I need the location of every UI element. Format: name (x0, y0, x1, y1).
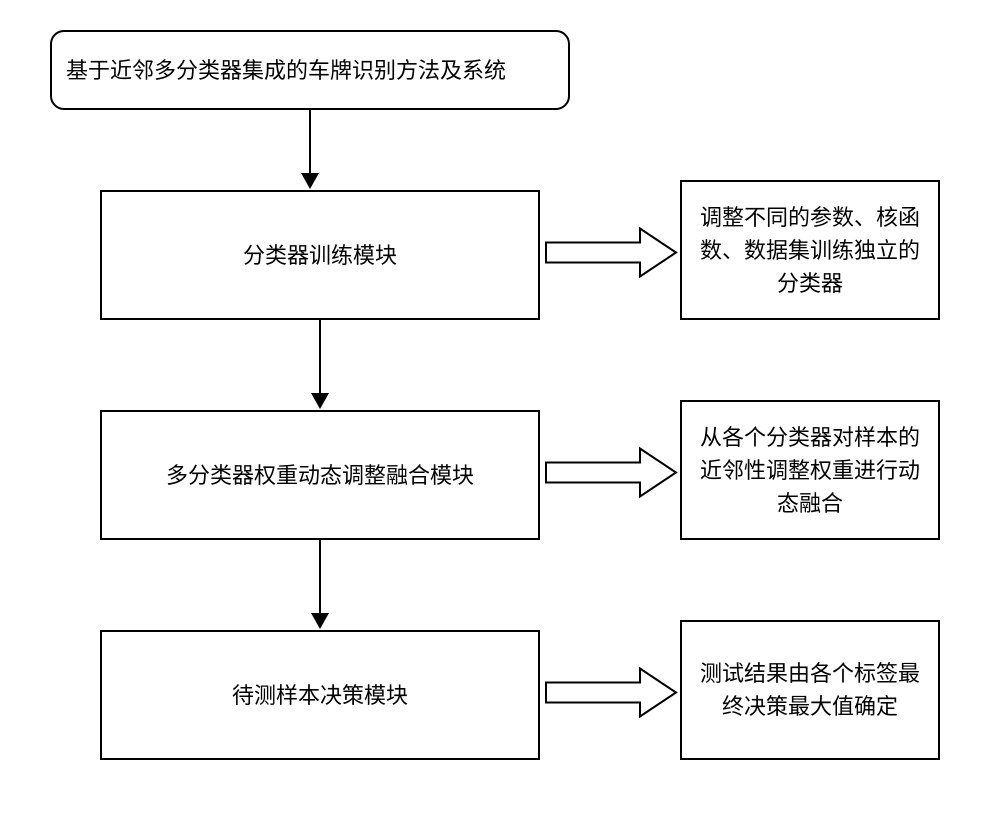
title-box: 基于近邻多分类器集成的车牌识别方法及系统 (50, 30, 570, 110)
diagram-canvas: 基于近邻多分类器集成的车牌识别方法及系统 分类器训练模块 调整不同的参数、核函数… (40, 30, 960, 790)
title-text: 基于近邻多分类器集成的车牌识别方法及系统 (66, 54, 506, 87)
module-1-label: 分类器训练模块 (243, 239, 397, 272)
module-box-1: 分类器训练模块 (100, 190, 540, 320)
desc-3-text: 测试结果由各个标签最终决策最大值确定 (696, 657, 924, 723)
module-box-3: 待测样本决策模块 (100, 630, 540, 760)
desc-box-1: 调整不同的参数、核函数、数据集训练独立的分类器 (680, 180, 940, 320)
desc-box-3: 测试结果由各个标签最终决策最大值确定 (680, 620, 940, 760)
desc-1-text: 调整不同的参数、核函数、数据集训练独立的分类器 (696, 201, 924, 300)
desc-2-text: 从各个分类器对样本的近邻性调整权重进行动态融合 (696, 421, 924, 520)
module-3-label: 待测样本决策模块 (232, 679, 408, 712)
module-2-label: 多分类器权重动态调整融合模块 (166, 459, 474, 492)
desc-box-2: 从各个分类器对样本的近邻性调整权重进行动态融合 (680, 400, 940, 540)
module-box-2: 多分类器权重动态调整融合模块 (100, 410, 540, 540)
